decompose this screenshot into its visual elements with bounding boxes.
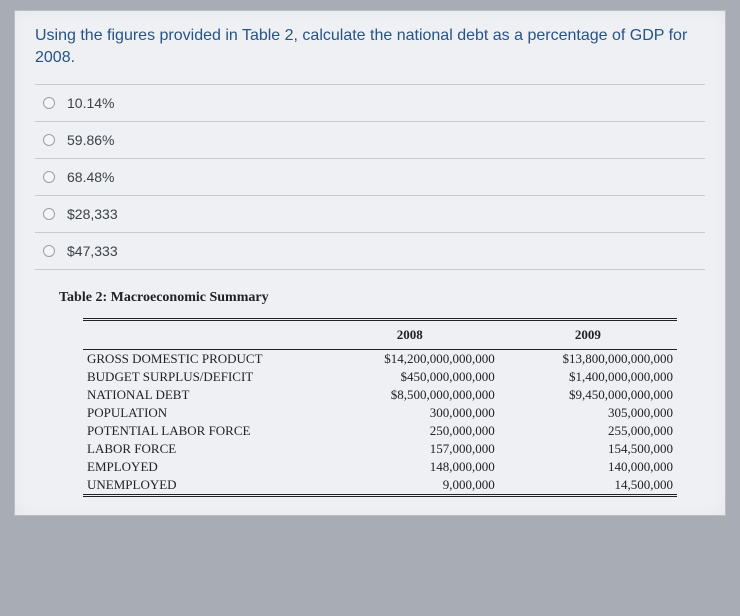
option-1[interactable]: 10.14% bbox=[35, 85, 705, 122]
table-row: BUDGET SURPLUS/DEFICIT $450,000,000,000 … bbox=[83, 368, 677, 386]
table-header-row: 2008 2009 bbox=[83, 319, 677, 349]
row-label: BUDGET SURPLUS/DEFICIT bbox=[83, 368, 321, 386]
option-5[interactable]: $47,333 bbox=[35, 233, 705, 270]
option-4[interactable]: $28,333 bbox=[35, 196, 705, 233]
table-row: UNEMPLOYED 9,000,000 14,500,000 bbox=[83, 476, 677, 496]
radio-icon bbox=[43, 134, 55, 146]
row-label: POTENTIAL LABOR FORCE bbox=[83, 422, 321, 440]
table-row: NATIONAL DEBT $8,500,000,000,000 $9,450,… bbox=[83, 386, 677, 404]
row-val-2008: $14,200,000,000,000 bbox=[321, 349, 499, 368]
row-label: LABOR FORCE bbox=[83, 440, 321, 458]
table-wrap: 2008 2009 GROSS DOMESTIC PRODUCT $14,200… bbox=[83, 318, 677, 497]
row-val-2008: $8,500,000,000,000 bbox=[321, 386, 499, 404]
options-list: 10.14% 59.86% 68.48% $28,333 $47,333 bbox=[35, 84, 705, 270]
option-label: $47,333 bbox=[67, 243, 118, 259]
col-header-2009: 2009 bbox=[499, 319, 677, 349]
row-val-2008: 300,000,000 bbox=[321, 404, 499, 422]
option-label: 10.14% bbox=[67, 95, 114, 111]
option-label: 59.86% bbox=[67, 132, 114, 148]
col-header-blank bbox=[83, 319, 321, 349]
question-text: Using the figures provided in Table 2, c… bbox=[35, 25, 705, 70]
radio-icon bbox=[43, 245, 55, 257]
radio-icon bbox=[43, 97, 55, 109]
row-val-2009: 305,000,000 bbox=[499, 404, 677, 422]
row-label: GROSS DOMESTIC PRODUCT bbox=[83, 349, 321, 368]
row-label: NATIONAL DEBT bbox=[83, 386, 321, 404]
radio-icon bbox=[43, 171, 55, 183]
row-label: EMPLOYED bbox=[83, 458, 321, 476]
row-val-2008: 250,000,000 bbox=[321, 422, 499, 440]
row-label: UNEMPLOYED bbox=[83, 476, 321, 496]
row-label: POPULATION bbox=[83, 404, 321, 422]
row-val-2009: 154,500,000 bbox=[499, 440, 677, 458]
row-val-2008: 157,000,000 bbox=[321, 440, 499, 458]
row-val-2009: $9,450,000,000,000 bbox=[499, 386, 677, 404]
radio-icon bbox=[43, 208, 55, 220]
row-val-2008: $450,000,000,000 bbox=[321, 368, 499, 386]
macro-table: 2008 2009 GROSS DOMESTIC PRODUCT $14,200… bbox=[83, 318, 677, 497]
row-val-2009: 140,000,000 bbox=[499, 458, 677, 476]
row-val-2008: 9,000,000 bbox=[321, 476, 499, 496]
table-caption: Table 2: Macroeconomic Summary bbox=[59, 290, 705, 306]
option-label: $28,333 bbox=[67, 206, 118, 222]
col-header-2008: 2008 bbox=[321, 319, 499, 349]
row-val-2009: 255,000,000 bbox=[499, 422, 677, 440]
row-val-2009: $1,400,000,000,000 bbox=[499, 368, 677, 386]
option-3[interactable]: 68.48% bbox=[35, 159, 705, 196]
row-val-2008: 148,000,000 bbox=[321, 458, 499, 476]
option-2[interactable]: 59.86% bbox=[35, 122, 705, 159]
table-row: LABOR FORCE 157,000,000 154,500,000 bbox=[83, 440, 677, 458]
table-row: POPULATION 300,000,000 305,000,000 bbox=[83, 404, 677, 422]
option-label: 68.48% bbox=[67, 169, 114, 185]
row-val-2009: 14,500,000 bbox=[499, 476, 677, 496]
table-row: EMPLOYED 148,000,000 140,000,000 bbox=[83, 458, 677, 476]
row-val-2009: $13,800,000,000,000 bbox=[499, 349, 677, 368]
table-row: GROSS DOMESTIC PRODUCT $14,200,000,000,0… bbox=[83, 349, 677, 368]
table-row: POTENTIAL LABOR FORCE 250,000,000 255,00… bbox=[83, 422, 677, 440]
question-card: Using the figures provided in Table 2, c… bbox=[14, 10, 726, 516]
